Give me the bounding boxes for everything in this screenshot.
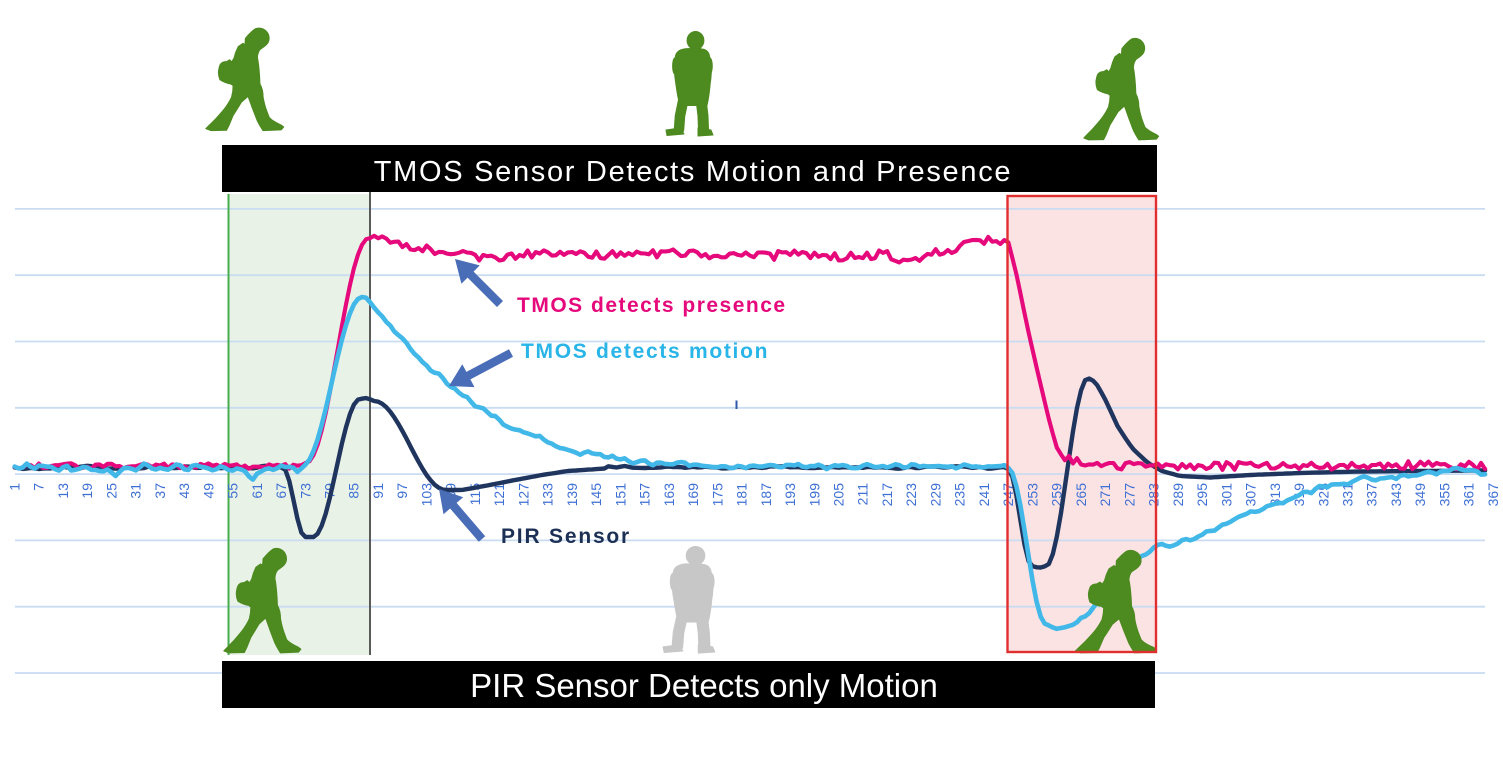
- svg-text:289: 289: [1170, 483, 1186, 507]
- svg-text:7: 7: [31, 483, 47, 491]
- svg-text:1: 1: [6, 483, 22, 491]
- svg-text:121: 121: [491, 483, 507, 507]
- svg-text:307: 307: [1243, 483, 1259, 507]
- svg-text:TMOS detects motion: TMOS detects motion: [521, 340, 769, 363]
- svg-text:157: 157: [637, 483, 653, 507]
- svg-text:145: 145: [588, 483, 604, 507]
- svg-text:163: 163: [661, 483, 677, 507]
- svg-text:241: 241: [976, 483, 992, 507]
- svg-text:217: 217: [879, 483, 895, 507]
- svg-text:199: 199: [806, 483, 822, 507]
- svg-text:PIR Sensor: PIR Sensor: [501, 525, 631, 548]
- svg-text:85: 85: [346, 483, 362, 499]
- svg-text:PIR Sensor Detects only Motion: PIR Sensor Detects only Motion: [470, 667, 938, 704]
- svg-text:211: 211: [855, 483, 871, 506]
- svg-text:181: 181: [734, 483, 750, 507]
- svg-text:151: 151: [612, 483, 628, 507]
- svg-text:205: 205: [831, 483, 847, 507]
- svg-text:175: 175: [709, 483, 725, 507]
- svg-text:301: 301: [1218, 483, 1234, 507]
- svg-text:97: 97: [394, 483, 410, 499]
- svg-text:103: 103: [418, 483, 434, 507]
- svg-text:43: 43: [176, 483, 192, 499]
- svg-text:61: 61: [249, 483, 265, 499]
- svg-text:25: 25: [103, 483, 119, 499]
- svg-text:TMOS Sensor Detects Motion and: TMOS Sensor Detects Motion and Presence: [374, 156, 1013, 188]
- svg-text:343: 343: [1388, 483, 1404, 507]
- svg-text:31: 31: [128, 483, 144, 499]
- svg-text:19: 19: [79, 483, 95, 499]
- svg-text:13: 13: [55, 483, 71, 499]
- svg-text:253: 253: [1024, 483, 1040, 507]
- svg-text:349: 349: [1412, 483, 1428, 507]
- svg-text:337: 337: [1364, 483, 1380, 507]
- svg-text:259: 259: [1049, 483, 1065, 507]
- svg-text:265: 265: [1073, 483, 1089, 507]
- svg-text:73: 73: [297, 483, 313, 499]
- svg-text:67: 67: [273, 483, 289, 499]
- svg-text:169: 169: [685, 483, 701, 507]
- svg-text:367: 367: [1485, 483, 1501, 507]
- svg-text:133: 133: [540, 483, 556, 507]
- svg-text:277: 277: [1121, 483, 1137, 507]
- svg-text:193: 193: [782, 483, 798, 507]
- svg-text:331: 331: [1340, 483, 1356, 507]
- svg-text:223: 223: [903, 483, 919, 507]
- svg-text:187: 187: [758, 483, 774, 507]
- svg-text:235: 235: [952, 483, 968, 507]
- svg-text:283: 283: [1146, 483, 1162, 507]
- svg-text:91: 91: [370, 483, 386, 499]
- svg-text:229: 229: [928, 483, 944, 507]
- svg-text:355: 355: [1437, 483, 1453, 507]
- svg-text:361: 361: [1461, 483, 1477, 507]
- svg-text:55: 55: [225, 483, 241, 499]
- svg-text:TMOS detects presence: TMOS detects presence: [517, 294, 787, 317]
- svg-text:49: 49: [200, 483, 216, 499]
- svg-text:295: 295: [1194, 483, 1210, 507]
- svg-text:271: 271: [1097, 483, 1113, 507]
- svg-text:313: 313: [1267, 483, 1283, 507]
- svg-text:127: 127: [515, 483, 531, 507]
- svg-text:37: 37: [152, 483, 168, 499]
- svg-text:139: 139: [564, 483, 580, 507]
